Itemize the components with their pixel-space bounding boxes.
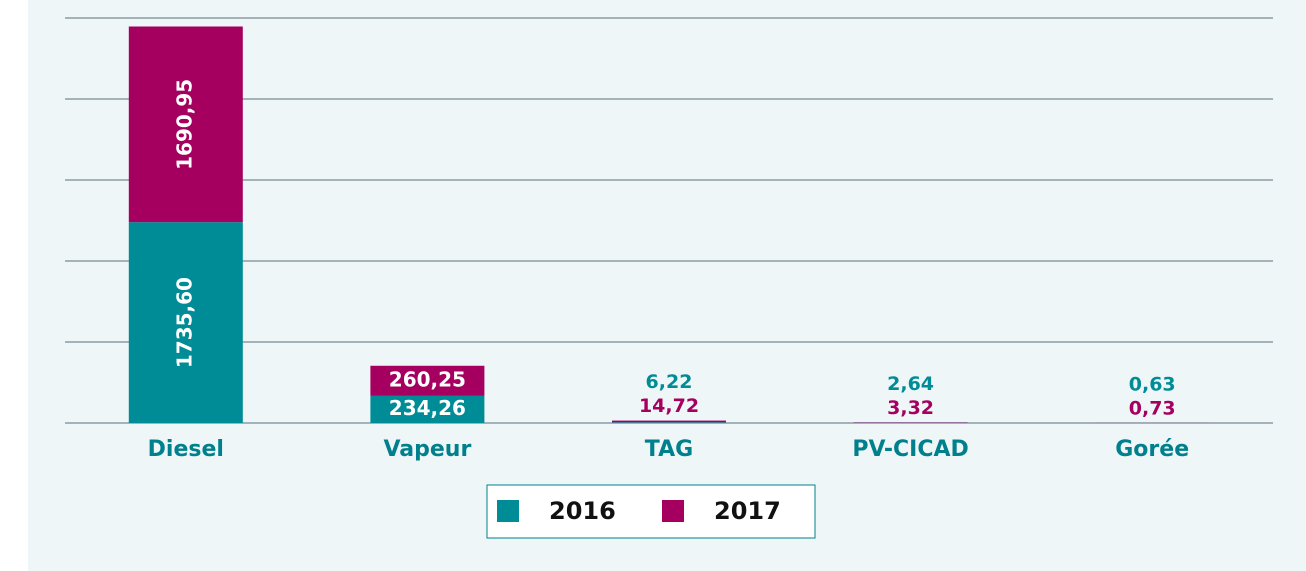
bar-segment bbox=[128, 26, 243, 223]
legend-label: 2017 bbox=[714, 497, 781, 525]
value-label: 1690,95 bbox=[172, 79, 196, 170]
legend: 2016 2017 bbox=[486, 484, 816, 539]
legend-label: 2016 bbox=[549, 497, 616, 525]
value-label: 14,72 bbox=[639, 395, 699, 417]
x-tick-label: Gorée bbox=[1115, 437, 1189, 462]
legend-swatch bbox=[662, 500, 684, 522]
value-label: 0,63 bbox=[1129, 373, 1176, 395]
x-tick-label: TAG bbox=[645, 437, 693, 462]
legend-box bbox=[486, 484, 816, 539]
bar-segment bbox=[612, 420, 726, 423]
bar-segment bbox=[612, 422, 726, 423]
value-label: 2,64 bbox=[887, 373, 934, 395]
value-label: 260,25 bbox=[389, 367, 466, 391]
x-tick-label: Diesel bbox=[148, 437, 224, 462]
value-label: 1735,60 bbox=[172, 277, 196, 368]
x-tick-label: Vapeur bbox=[383, 437, 471, 462]
value-label: 234,26 bbox=[389, 396, 466, 420]
value-label: 3,32 bbox=[887, 397, 934, 419]
x-tick-label: PV-CICAD bbox=[852, 437, 968, 462]
legend-swatch bbox=[497, 500, 519, 522]
value-label: 0,73 bbox=[1129, 397, 1176, 419]
bar-segment bbox=[370, 395, 485, 423]
bar-segment bbox=[128, 222, 243, 423]
value-label: 6,22 bbox=[646, 371, 693, 393]
bar-segment bbox=[370, 365, 485, 396]
